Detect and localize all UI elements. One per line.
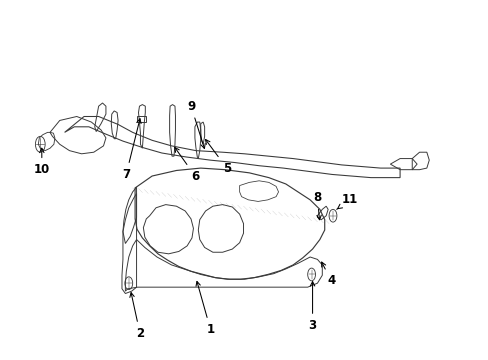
Text: 9: 9 [186, 99, 205, 148]
Text: 7: 7 [122, 119, 141, 181]
Text: 4: 4 [321, 262, 335, 287]
Text: 10: 10 [34, 148, 50, 176]
Text: 8: 8 [313, 191, 321, 220]
Text: 5: 5 [205, 140, 230, 175]
Text: 2: 2 [130, 293, 144, 340]
Text: 6: 6 [175, 148, 199, 183]
Text: 1: 1 [196, 282, 214, 336]
Text: 3: 3 [308, 282, 316, 332]
Text: 11: 11 [336, 193, 357, 209]
